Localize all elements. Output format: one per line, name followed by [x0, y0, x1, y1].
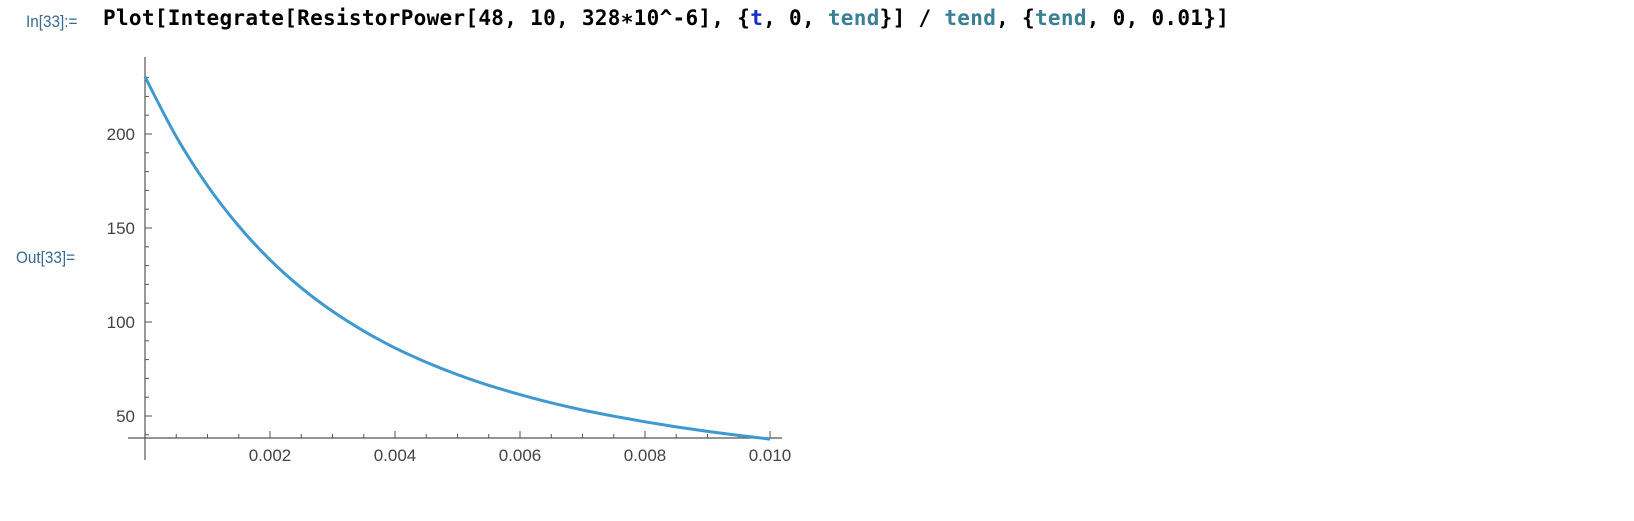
- x-tick-label: 0.004: [374, 446, 417, 465]
- series-line: [143, 76, 771, 441]
- x-tick-label: 0.010: [749, 446, 792, 465]
- y-tick-label: 200: [107, 125, 135, 144]
- y-tick-label: 100: [107, 313, 135, 332]
- code-token: tend: [827, 6, 880, 30]
- x-tick-label: 0.002: [249, 446, 292, 465]
- x-tick-label: 0.006: [499, 446, 542, 465]
- code-token: , {: [996, 6, 1035, 30]
- code-token: t: [750, 6, 764, 30]
- code-token: 10^-6], {: [633, 6, 751, 30]
- code-token: Plot[Integrate[ResistorPower[48, 10, 328: [103, 6, 621, 30]
- y-tick-label: 50: [116, 407, 135, 426]
- code-token: tend: [944, 6, 997, 30]
- code-token: ∗: [620, 6, 634, 30]
- code-token: , 0,: [763, 6, 828, 30]
- x-tick-label: 0.008: [624, 446, 667, 465]
- input-code[interactable]: Plot[Integrate[ResistorPower[48, 10, 328…: [103, 6, 1229, 30]
- output-label: Out[33]=: [16, 248, 76, 267]
- y-tick-label: 150: [107, 219, 135, 238]
- code-token: }] /: [879, 6, 945, 30]
- code-token: tend: [1034, 6, 1087, 30]
- code-token: , 0, 0.01}]: [1086, 6, 1230, 30]
- input-label: In[33]:=: [26, 12, 78, 31]
